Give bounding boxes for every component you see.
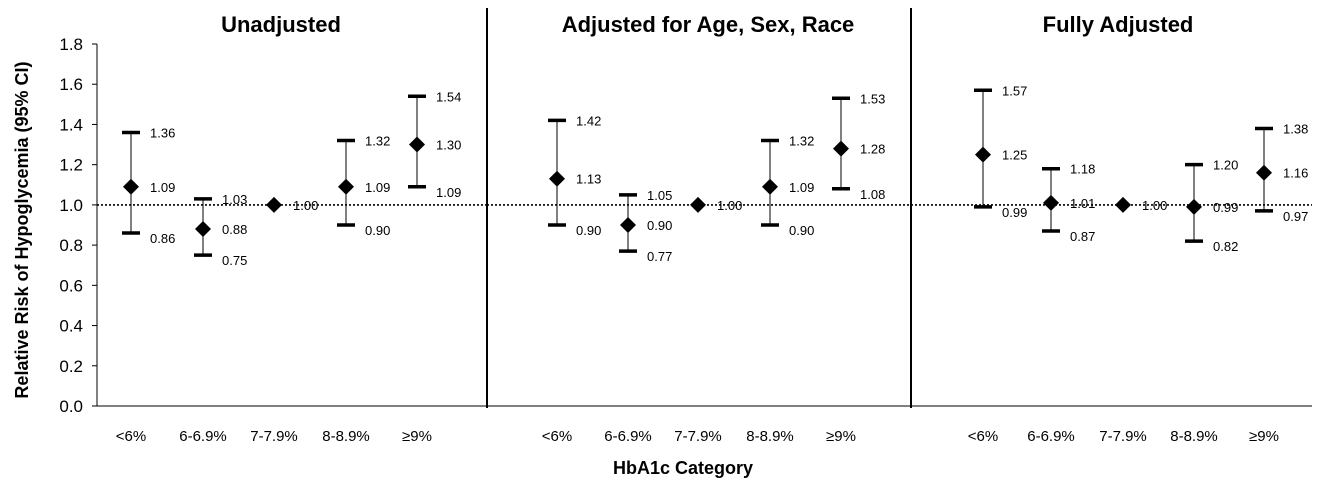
point-estimate-marker — [409, 136, 425, 153]
point-estimate-marker — [975, 146, 991, 163]
point-estimate-marker — [620, 217, 636, 233]
estimate-label: 0.88 — [222, 222, 247, 237]
category-labels: <6% 6-6.9% 7-7.9% 8-8.9% ≥9% <6% 6-6.9% 7-7.9% 8… — [116, 428, 1279, 445]
point-estimate-marker — [690, 196, 706, 213]
ci-lower-label: 0.99 — [1002, 205, 1027, 220]
estimate-label: 0.90 — [647, 218, 672, 233]
estimate-label: 1.16 — [1283, 166, 1308, 181]
ci-lower-label: 1.09 — [436, 185, 461, 200]
category-label: 6-6.9% — [179, 428, 227, 445]
data-marks: 1.36 0.86 1.09 1.03 0.75 0.88 1.00 1.32 0.90 1.09… — [122, 83, 1308, 268]
category-label: 6-6.9% — [604, 428, 652, 445]
ci-upper-label: 1.42 — [576, 113, 601, 128]
y-tick-label: 1.4 — [59, 115, 83, 134]
category-label: <6% — [116, 428, 146, 445]
category-label: <6% — [542, 428, 572, 445]
category-label: 7-7.9% — [1099, 428, 1147, 445]
category-label: 6-6.9% — [1027, 428, 1075, 445]
panel-title: Fully Adjusted — [1043, 12, 1194, 37]
category-label: ≥9% — [1249, 428, 1279, 445]
estimate-label: 1.00 — [1142, 198, 1167, 213]
ci-lower-label: 0.82 — [1213, 239, 1238, 254]
ci-upper-label: 1.53 — [860, 91, 885, 106]
estimate-label: 1.09 — [789, 180, 814, 195]
estimate-label: 1.00 — [293, 198, 318, 213]
y-tick-label: 0.4 — [59, 317, 83, 336]
point-estimate-marker — [338, 178, 354, 195]
ci-upper-label: 1.54 — [436, 89, 461, 104]
panel-title: Adjusted for Age, Sex, Race — [562, 12, 855, 37]
y-ticks: 0.0 0.2 0.4 0.6 0.8 1.0 1.2 1.4 1.6 1.8 — [59, 35, 97, 416]
estimate-label: 1.13 — [576, 172, 601, 187]
category-label: 8-8.9% — [746, 428, 794, 445]
estimate-label: 0.99 — [1213, 200, 1238, 215]
ci-upper-label: 1.20 — [1213, 158, 1238, 173]
point-estimate-marker — [549, 170, 565, 187]
panel-dividers — [486, 8, 912, 408]
point-estimate-marker — [762, 178, 778, 195]
ci-upper-label: 1.38 — [1283, 121, 1308, 136]
point-estimate-marker — [123, 178, 139, 195]
estimate-label: 1.25 — [1002, 148, 1027, 163]
ci-lower-label: 0.90 — [576, 223, 601, 238]
estimate-label: 1.09 — [365, 180, 390, 195]
estimate-label: 1.28 — [860, 142, 885, 157]
panel-title: Unadjusted — [221, 12, 341, 37]
y-axis: 0.0 0.2 0.4 0.6 0.8 1.0 1.2 1.4 1.6 1.8 — [59, 35, 98, 416]
category-label: <6% — [968, 428, 998, 445]
y-tick-label: 1.2 — [59, 156, 83, 175]
y-tick-label: 0.6 — [59, 276, 83, 295]
category-label: 7-7.9% — [674, 428, 722, 445]
category-label: 8-8.9% — [322, 428, 370, 445]
ci-lower-label: 0.97 — [1283, 209, 1308, 224]
ci-lower-label: 0.77 — [647, 249, 672, 264]
estimate-label: 1.01 — [1070, 196, 1095, 211]
y-tick-label: 1.0 — [59, 196, 83, 215]
point-estimate-marker — [266, 196, 282, 213]
point-estimate-marker — [1043, 194, 1059, 211]
estimate-label: 1.30 — [436, 138, 461, 153]
y-tick-label: 0.0 — [59, 397, 83, 416]
y-tick-label: 0.8 — [59, 236, 83, 255]
ci-upper-label: 1.57 — [1002, 83, 1027, 98]
y-axis-title: Relative Risk of Hypoglycemia (95% CI) — [12, 61, 32, 398]
x-axis-title: HbA1c Category — [613, 458, 753, 478]
estimate-label: 1.09 — [150, 180, 175, 195]
ci-upper-label: 1.32 — [365, 134, 390, 149]
ci-upper-label: 1.36 — [150, 125, 175, 140]
y-tick-label: 0.2 — [59, 357, 83, 376]
category-label: ≥9% — [402, 428, 432, 445]
ci-lower-label: 0.75 — [222, 253, 247, 268]
y-tick-label: 1.8 — [59, 35, 83, 54]
category-label: 7-7.9% — [250, 428, 298, 445]
ci-upper-label: 1.03 — [222, 192, 247, 207]
point-estimate-marker — [195, 221, 211, 238]
ci-upper-label: 1.32 — [789, 134, 814, 149]
ci-lower-label: 1.08 — [860, 187, 885, 202]
ci-lower-label: 0.90 — [365, 223, 390, 238]
point-estimate-marker — [1115, 196, 1131, 213]
point-estimate-marker — [1186, 198, 1202, 215]
panel-titles: Unadjusted Adjusted for Age, Sex, Race Ful… — [221, 12, 1193, 37]
category-label: ≥9% — [826, 428, 856, 445]
ci-lower-label: 0.86 — [150, 231, 175, 246]
point-estimate-marker — [1256, 164, 1272, 181]
y-tick-label: 1.6 — [59, 75, 83, 94]
ci-lower-label: 0.90 — [789, 223, 814, 238]
point-estimate-marker — [833, 140, 849, 157]
ci-upper-label: 1.18 — [1070, 162, 1095, 177]
estimate-label: 1.00 — [717, 198, 742, 213]
ci-lower-label: 0.87 — [1070, 229, 1095, 244]
category-label: 8-8.9% — [1170, 428, 1218, 445]
ci-upper-label: 1.05 — [647, 188, 672, 203]
